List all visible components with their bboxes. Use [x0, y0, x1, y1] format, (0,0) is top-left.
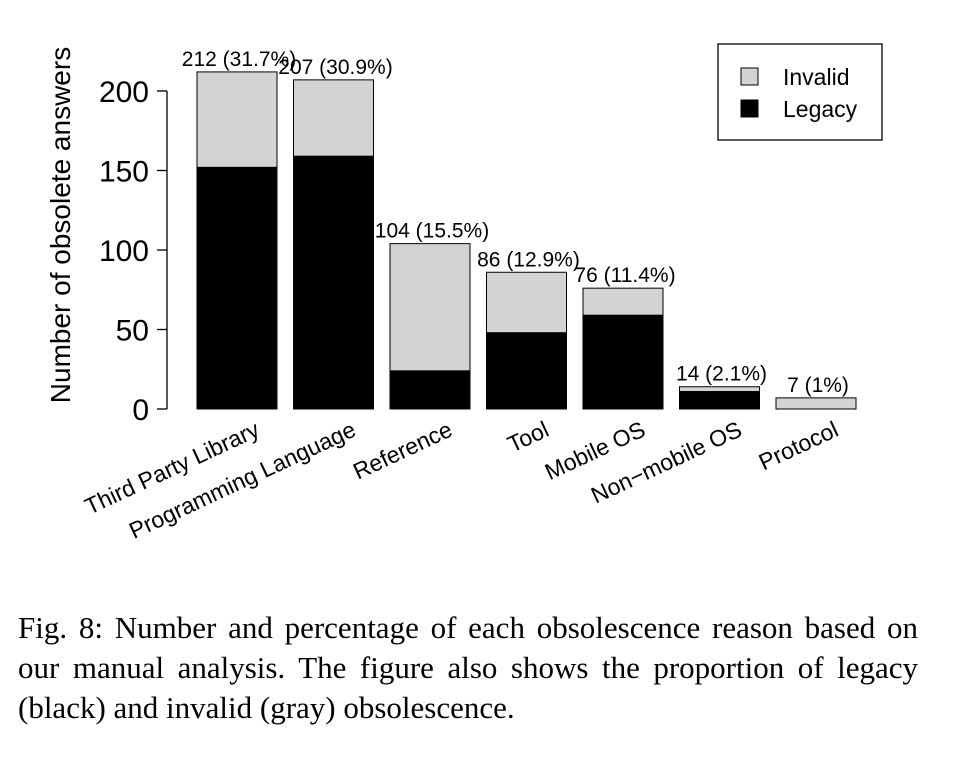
bar-legacy-non-mobile-os	[679, 391, 760, 410]
y-tick-label: 200	[99, 76, 149, 109]
y-tick-label: 50	[116, 315, 149, 348]
bar-invalid-programming-language	[293, 79, 374, 157]
data-label-reference: 104 (15.5%)	[375, 220, 489, 243]
data-label-non-mobile-os: 14 (2.1%)	[676, 363, 767, 386]
bar-legacy-reference	[389, 370, 471, 410]
bar-invalid-non-mobile-os	[679, 386, 760, 393]
bar-invalid-reference	[389, 243, 471, 372]
legend-label-invalid: Invalid	[783, 64, 849, 90]
bar-invalid-mobile-os	[582, 287, 664, 316]
y-tick-label: 100	[99, 235, 149, 268]
bar-chart: 0 50 100 150 200 212 (31.7%)207 (30.9%) 104 (…	[45, 43, 883, 544]
data-labels: 212 (31.7%)207 (30.9%) 104 (15.5%) 86 (12.…	[182, 48, 849, 397]
legend-swatch-legacy	[740, 99, 759, 118]
x-tick-label-reference: Reference	[349, 416, 456, 484]
data-label-protocol: 7 (1%)	[787, 374, 849, 397]
data-label-programming-language: 207 (30.9%)	[278, 56, 392, 79]
bar-invalid-protocol	[775, 397, 857, 410]
data-label-mobile-os: 76 (11.4%)	[574, 264, 675, 287]
bar-legacy-mobile-os	[582, 314, 664, 410]
bar-invalid-tool	[486, 271, 567, 334]
y-axis-title: Number of obsolete answers	[45, 47, 76, 403]
legend-swatch-invalid	[740, 67, 759, 86]
bar-invalid-third-party-library	[196, 71, 278, 168]
x-tick-label-protocol: Protocol	[755, 416, 842, 475]
bar-legacy-tool	[486, 332, 567, 410]
y-tick-label: 150	[99, 156, 149, 189]
y-tick-label: 0	[132, 394, 149, 427]
figure-caption: Fig. 8: Number and percentage of each ob…	[18, 610, 918, 725]
bars	[196, 71, 857, 410]
bar-legacy-programming-language	[293, 155, 374, 410]
legend-box	[717, 43, 883, 141]
y-axis: 0 50 100 150 200	[99, 76, 168, 427]
x-tick-label-tool: Tool	[503, 416, 552, 457]
data-label-third-party-library: 212 (31.7%)	[182, 48, 296, 71]
legend-label-legacy: Legacy	[783, 96, 858, 122]
bar-legacy-third-party-library	[196, 166, 278, 410]
legend: Invalid Legacy	[717, 43, 883, 141]
data-label-tool: 86 (12.9%)	[477, 248, 580, 271]
